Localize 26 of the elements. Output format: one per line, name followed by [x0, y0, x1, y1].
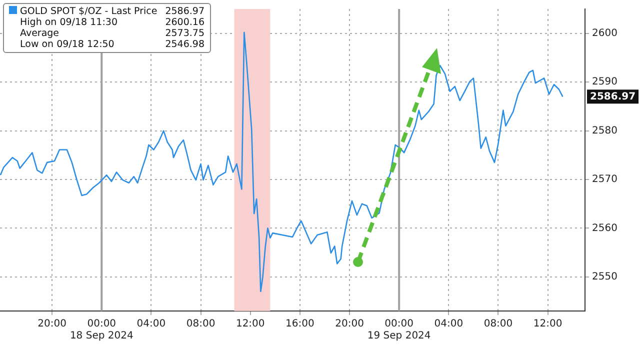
y-tick-label: 2600 — [592, 28, 618, 39]
x-tick-label: 00:00 19 Sep 2024 — [367, 318, 431, 342]
x-tick-label: 04:00 — [136, 318, 166, 330]
y-tick-label: 2580 — [592, 125, 618, 136]
annotation: 2546.98 — [165, 39, 205, 50]
x-tick-label: 00:00 18 Sep 2024 — [70, 318, 134, 342]
y-tick-label: 2590 — [592, 76, 618, 88]
annotation: Average — [20, 28, 60, 39]
annotation: 2573.75 — [165, 28, 205, 39]
x-tick-label: 12:00 — [236, 318, 265, 330]
annotation: 2586.97 — [165, 6, 205, 17]
y-tick-label: 2570 — [592, 174, 618, 186]
y-tick-label: 2560 — [592, 222, 618, 234]
y-tick-label: 2550 — [592, 271, 618, 282]
x-tick-label: 16:00 — [286, 318, 314, 330]
annotation: High on 09/18 11:30 — [20, 17, 118, 28]
x-tick-label: 08:00 — [484, 318, 513, 330]
x-tick-label: 04:00 — [434, 318, 464, 330]
annotation: Low on 09/18 12:50 — [20, 39, 114, 50]
x-tick-label: 20:00 — [335, 318, 364, 330]
x-tick-label: 12:00 — [533, 318, 562, 330]
annotation: 2600.16 — [165, 17, 205, 28]
x-tick-label: 08:00 — [186, 318, 216, 330]
x-tick-label: 20:00 — [38, 318, 66, 330]
legend-label: GOLD SPOT $/OZ - Last Price — [20, 6, 158, 17]
text: 2586.97 — [590, 91, 636, 102]
